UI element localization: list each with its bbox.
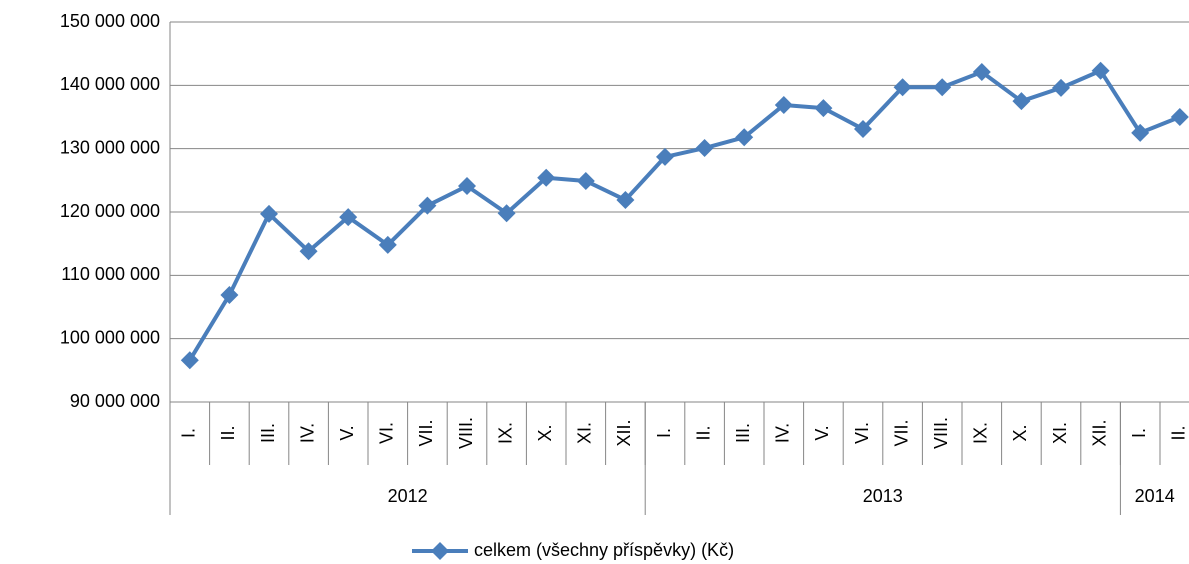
data-point [656,147,674,166]
x-tick-label: XII. [614,419,634,446]
x-tick-label: X. [535,424,555,441]
data-point [1091,61,1110,80]
y-tick-label: 110 000 000 [61,264,160,284]
x-tick-label: XI. [575,422,595,444]
data-point [735,128,754,147]
data-point [299,242,318,261]
data-point [893,78,912,97]
y-tick-label: 130 000 000 [60,137,160,157]
data-point [1131,123,1150,142]
group-label: 2014 [1135,486,1175,506]
x-tick-label: V. [812,425,832,440]
x-tick-label: V. [337,425,357,440]
x-tick-label: II. [1169,425,1189,440]
x-tick-label: IV. [773,423,793,443]
x-tick-label: IX. [971,422,991,444]
data-point [933,78,952,97]
data-point [537,168,556,187]
data-point [972,63,991,82]
series-line [188,68,1181,362]
x-tick-label: VI. [852,422,872,444]
x-tick-label: XI. [1050,422,1070,444]
data-point [378,235,397,254]
x-tick-label: VII. [416,419,436,446]
x-tick-label: X. [1010,424,1030,441]
x-tick-label: VIII. [931,417,951,449]
data-point [1012,92,1031,111]
x-tick-label: I. [1129,428,1149,438]
data-point [220,285,239,304]
data-point [774,95,793,114]
x-tick-label: VI. [377,422,397,444]
data-point [339,208,358,227]
legend-label: celkem (všechny příspěvky) (Kč) [474,540,734,560]
x-tick-label: II. [693,425,713,440]
x-tick-label: I. [179,428,199,438]
x-tick-label: III. [258,423,278,443]
group-label: 2013 [863,486,903,506]
data-point [616,190,635,209]
group-label: 2012 [388,486,428,506]
data-point [814,99,833,118]
y-tick-label: 120 000 000 [60,201,160,221]
x-tick-label: I. [654,428,674,438]
x-tick-label: III. [733,423,753,443]
x-tick-label: VIII. [456,417,476,449]
data-point [260,204,278,223]
y-tick-label: 150 000 000 [60,11,160,31]
data-point [497,204,516,223]
x-tick-label: II. [218,425,238,440]
y-tick-label: 140 000 000 [60,74,160,94]
data-point [458,177,476,196]
data-point [576,171,595,190]
legend-marker [431,542,449,560]
data-point [1052,78,1070,97]
data-point [418,196,437,215]
y-tick-label: 90 000 000 [70,391,160,411]
data-point [1170,108,1189,126]
data-point [854,120,872,139]
data-point [695,139,714,158]
x-tick-label: XII. [1089,419,1109,446]
x-tick-label: VII. [891,419,911,446]
y-tick-label: 100 000 000 [60,327,160,347]
x-tick-label: IX. [495,422,515,444]
data-point [180,351,199,370]
x-tick-label: IV. [297,423,317,443]
